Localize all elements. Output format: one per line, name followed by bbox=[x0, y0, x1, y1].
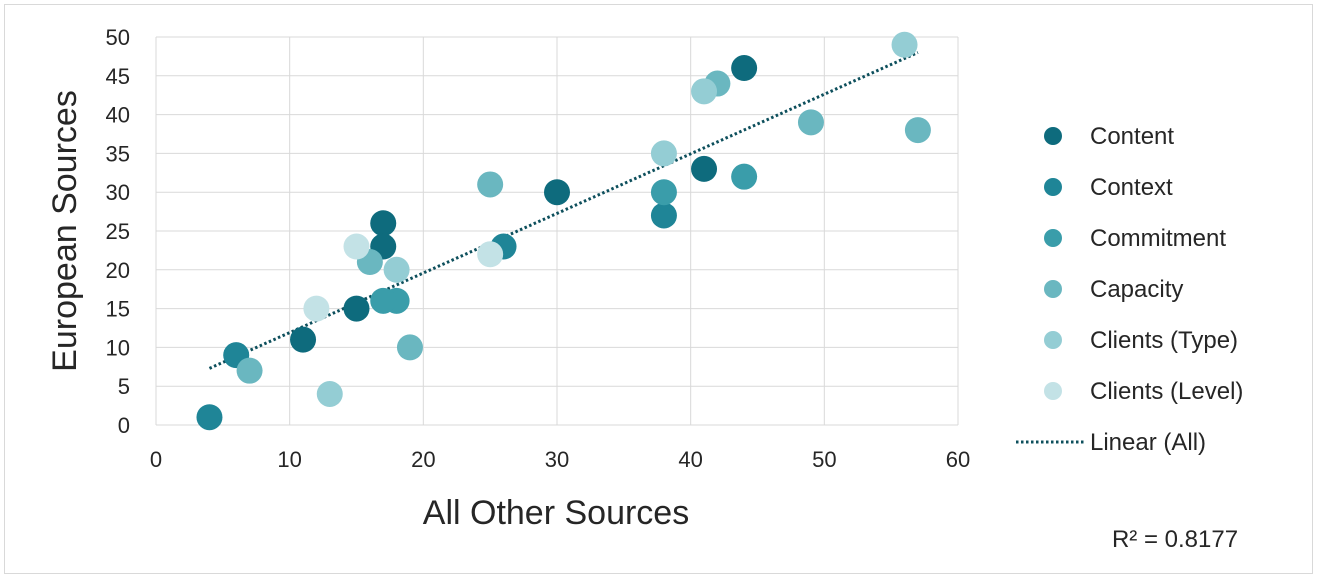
data-point bbox=[904, 117, 931, 144]
data-point bbox=[370, 287, 397, 314]
data-point bbox=[396, 334, 423, 361]
legend-label: Commitment bbox=[1090, 225, 1226, 252]
x-tick-label: 10 bbox=[277, 447, 301, 472]
y-tick-label: 45 bbox=[106, 64, 130, 89]
data-point bbox=[731, 55, 758, 82]
y-tick-labels: 0 5 10 15 20 25 30 35 40 45 50 bbox=[106, 25, 130, 438]
x-tick-label: 0 bbox=[150, 447, 162, 472]
data-point bbox=[891, 31, 918, 58]
y-tick-label: 15 bbox=[106, 297, 130, 322]
trendline bbox=[208, 51, 919, 370]
y-tick-label: 5 bbox=[118, 374, 130, 399]
x-tick-label: 50 bbox=[812, 447, 836, 472]
y-tick-label: 0 bbox=[118, 413, 130, 438]
x-axis-title: All Other Sources bbox=[423, 494, 689, 532]
data-point bbox=[650, 140, 677, 167]
data-point bbox=[343, 295, 370, 322]
data-point bbox=[383, 256, 410, 283]
y-tick-label: 30 bbox=[106, 180, 130, 205]
legend-marker bbox=[1044, 331, 1062, 349]
legend-marker bbox=[1044, 382, 1062, 400]
legend-label: Clients (Level) bbox=[1090, 378, 1243, 405]
data-point bbox=[477, 241, 504, 268]
data-point bbox=[650, 202, 677, 229]
data-point bbox=[477, 171, 504, 198]
legend-marker bbox=[1044, 178, 1062, 196]
data-point bbox=[236, 357, 263, 384]
data-point bbox=[797, 109, 824, 136]
data-points bbox=[196, 31, 931, 431]
data-point bbox=[650, 179, 677, 206]
r-squared-label: R² = 0.8177 bbox=[1112, 526, 1238, 553]
data-point bbox=[290, 326, 317, 353]
y-tick-label: 40 bbox=[106, 103, 130, 128]
data-point bbox=[370, 210, 397, 237]
legend-marker bbox=[1044, 280, 1062, 298]
data-point bbox=[343, 233, 370, 260]
data-point bbox=[196, 404, 223, 431]
legend-marker bbox=[1044, 127, 1062, 145]
data-point bbox=[303, 295, 330, 322]
y-tick-label: 10 bbox=[106, 335, 130, 360]
scatter-chart: 0 10 20 30 40 50 60 0 5 10 15 20 25 30 35 40 45 50 All O… bbox=[46, 25, 1243, 553]
data-point bbox=[691, 155, 718, 182]
y-tick-label: 50 bbox=[106, 25, 130, 50]
data-point bbox=[691, 78, 718, 105]
x-tick-labels: 0 10 20 30 40 50 60 bbox=[150, 447, 970, 472]
legend-marker bbox=[1044, 229, 1062, 247]
y-tick-label: 25 bbox=[106, 219, 130, 244]
x-tick-label: 40 bbox=[678, 447, 702, 472]
x-tick-label: 20 bbox=[411, 447, 435, 472]
y-tick-label: 35 bbox=[106, 141, 130, 166]
y-axis-title: European Sources bbox=[46, 90, 84, 372]
legend-label: Clients (Type) bbox=[1090, 327, 1238, 354]
x-tick-label: 30 bbox=[545, 447, 569, 472]
legend-label: Capacity bbox=[1090, 276, 1183, 303]
data-point bbox=[316, 380, 343, 407]
data-point bbox=[544, 179, 570, 206]
x-tick-label: 60 bbox=[946, 447, 970, 472]
data-point bbox=[731, 163, 758, 190]
gridlines bbox=[155, 36, 959, 426]
legend-label: Content bbox=[1090, 123, 1174, 150]
trendline-group bbox=[208, 51, 919, 370]
legend-label: Linear (All) bbox=[1090, 429, 1206, 456]
y-tick-label: 20 bbox=[106, 258, 130, 283]
legend: Content Context Commitment Capacity Clients … bbox=[1016, 123, 1243, 456]
legend-label: Context bbox=[1090, 174, 1173, 201]
